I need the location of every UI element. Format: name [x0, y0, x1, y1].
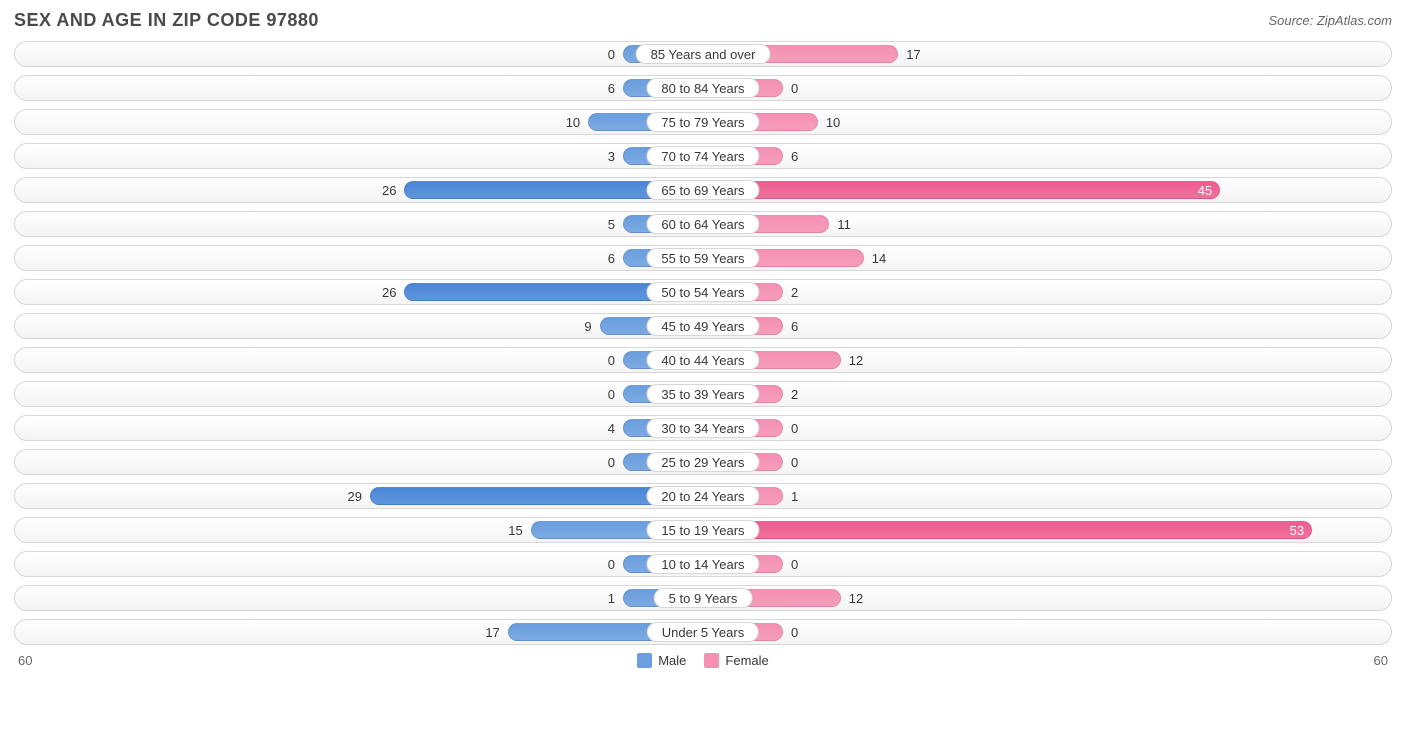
- male-value: 9: [584, 314, 597, 338]
- female-value: 0: [785, 450, 798, 474]
- male-value: 15: [508, 518, 528, 542]
- female-value: 0: [785, 620, 798, 644]
- female-value: 53: [1284, 518, 1304, 542]
- chart-row: 17 0 Under 5 Years: [14, 619, 1392, 645]
- female-value: 0: [785, 76, 798, 100]
- category-label: 60 to 64 Years: [646, 214, 759, 234]
- chart-title: SEX AND AGE IN ZIP CODE 97880: [14, 10, 319, 31]
- female-value: 6: [785, 144, 798, 168]
- female-value: 45: [1192, 178, 1212, 202]
- male-value: 17: [485, 620, 505, 644]
- category-label: 85 Years and over: [636, 44, 771, 64]
- male-value: 0: [608, 552, 621, 576]
- legend: Male Female: [637, 653, 769, 668]
- male-value: 29: [348, 484, 368, 508]
- chart-row: 5 11 60 to 64 Years: [14, 211, 1392, 237]
- male-value: 0: [608, 348, 621, 372]
- male-value: 1: [608, 586, 621, 610]
- chart-row: 1 12 5 to 9 Years: [14, 585, 1392, 611]
- chart-row: 26 45 65 to 69 Years: [14, 177, 1392, 203]
- legend-item-female: Female: [704, 653, 768, 668]
- category-label: 40 to 44 Years: [646, 350, 759, 370]
- category-label: 25 to 29 Years: [646, 452, 759, 472]
- female-value: 0: [785, 416, 798, 440]
- chart-row: 0 2 35 to 39 Years: [14, 381, 1392, 407]
- category-label: 80 to 84 Years: [646, 78, 759, 98]
- male-value: 6: [608, 246, 621, 270]
- chart-row: 29 1 20 to 24 Years: [14, 483, 1392, 509]
- chart-row: 4 0 30 to 34 Years: [14, 415, 1392, 441]
- male-value: 26: [382, 178, 402, 202]
- category-label: 30 to 34 Years: [646, 418, 759, 438]
- category-label: 45 to 49 Years: [646, 316, 759, 336]
- female-value: 1: [785, 484, 798, 508]
- male-value: 26: [382, 280, 402, 304]
- legend-label-female: Female: [725, 653, 768, 668]
- male-value: 0: [608, 450, 621, 474]
- chart-row: 6 0 80 to 84 Years: [14, 75, 1392, 101]
- chart-row: 9 6 45 to 49 Years: [14, 313, 1392, 339]
- female-bar: [703, 181, 1220, 199]
- legend-item-male: Male: [637, 653, 686, 668]
- male-value: 10: [566, 110, 586, 134]
- female-value: 2: [785, 382, 798, 406]
- chart-row: 15 53 15 to 19 Years: [14, 517, 1392, 543]
- category-label: 55 to 59 Years: [646, 248, 759, 268]
- chart-row: 0 0 25 to 29 Years: [14, 449, 1392, 475]
- category-label: 75 to 79 Years: [646, 112, 759, 132]
- axis-left-max: 60: [18, 653, 32, 668]
- male-value: 5: [608, 212, 621, 236]
- female-value: 12: [843, 348, 863, 372]
- legend-swatch-male: [637, 653, 652, 668]
- female-value: 12: [843, 586, 863, 610]
- male-value: 3: [608, 144, 621, 168]
- age-sex-chart: 01785 Years and over6080 to 84 Years1010…: [14, 41, 1392, 645]
- chart-source: Source: ZipAtlas.com: [1268, 13, 1392, 28]
- category-label: Under 5 Years: [647, 622, 759, 642]
- category-label: 50 to 54 Years: [646, 282, 759, 302]
- category-label: 65 to 69 Years: [646, 180, 759, 200]
- female-value: 2: [785, 280, 798, 304]
- axis-right-max: 60: [1374, 653, 1388, 668]
- female-value: 14: [866, 246, 886, 270]
- category-label: 20 to 24 Years: [646, 486, 759, 506]
- male-value: 0: [608, 42, 621, 66]
- female-value: 0: [785, 552, 798, 576]
- chart-row: 0 17 85 Years and over: [14, 41, 1392, 67]
- female-value: 6: [785, 314, 798, 338]
- chart-header: SEX AND AGE IN ZIP CODE 97880 Source: Zi…: [14, 10, 1392, 31]
- category-label: 15 to 19 Years: [646, 520, 759, 540]
- chart-row: 0 0 10 to 14 Years: [14, 551, 1392, 577]
- axis-row: 60 Male Female 60: [14, 653, 1392, 668]
- category-label: 70 to 74 Years: [646, 146, 759, 166]
- male-value: 0: [608, 382, 621, 406]
- female-value: 17: [900, 42, 920, 66]
- male-value: 4: [608, 416, 621, 440]
- chart-row: 3 6 70 to 74 Years: [14, 143, 1392, 169]
- category-label: 35 to 39 Years: [646, 384, 759, 404]
- female-bar: [703, 521, 1312, 539]
- chart-row: 10 10 75 to 79 Years: [14, 109, 1392, 135]
- chart-row: 26 2 50 to 54 Years: [14, 279, 1392, 305]
- legend-swatch-female: [704, 653, 719, 668]
- category-label: 10 to 14 Years: [646, 554, 759, 574]
- female-value: 11: [831, 212, 851, 236]
- category-label: 5 to 9 Years: [654, 588, 753, 608]
- female-value: 10: [820, 110, 840, 134]
- male-value: 6: [608, 76, 621, 100]
- legend-label-male: Male: [658, 653, 686, 668]
- chart-row: 6 14 55 to 59 Years: [14, 245, 1392, 271]
- chart-row: 0 12 40 to 44 Years: [14, 347, 1392, 373]
